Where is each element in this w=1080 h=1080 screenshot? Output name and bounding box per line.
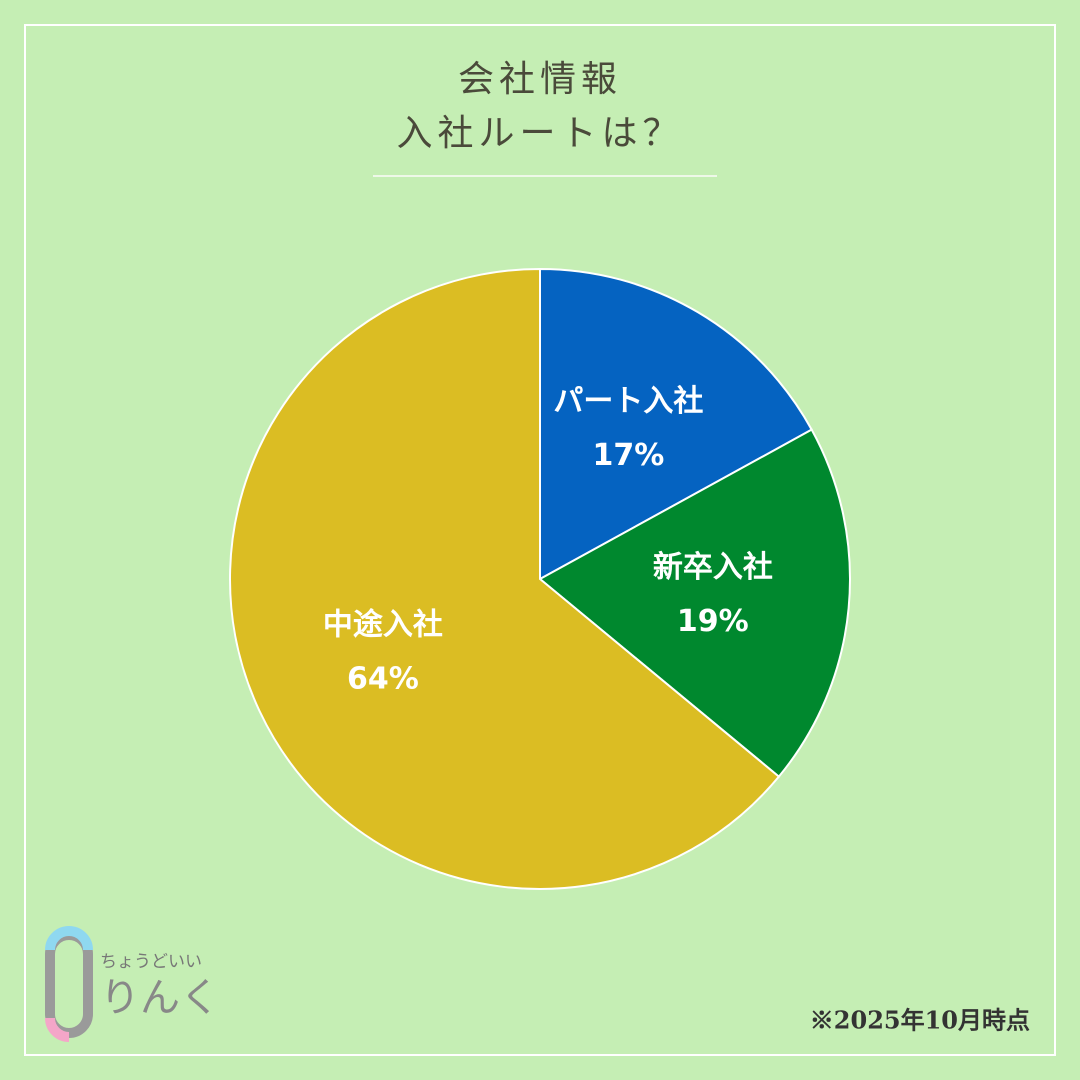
pie-slice (538, 428, 851, 779)
frame (24, 24, 1056, 1056)
value-label: 64% (347, 661, 419, 696)
logo-mark (45, 926, 93, 951)
footnote: ※2025年10月時点 (810, 1006, 1030, 1035)
value-label: 17% (592, 438, 664, 473)
slice-label: 新卒入社 (653, 550, 773, 585)
pie-slice (539, 267, 814, 581)
chart-title: 会社情報 (458, 59, 622, 100)
pie-slice (229, 267, 781, 890)
logo-mark (45, 1017, 70, 1042)
pie: パート入社 17% 新卒入社 19% 中途入社 64% (229, 267, 851, 890)
slice-label: 中途入社 (323, 607, 443, 642)
slice-label: パート入社 (553, 384, 703, 419)
value-label: 19% (677, 604, 749, 639)
logo-name: りんく (100, 975, 220, 1021)
logo-tagline: ちょうどいい (100, 952, 202, 972)
logo: ちょうどいい りんく (45, 926, 220, 1042)
chart-title: 入社ルートは？ (396, 113, 683, 154)
